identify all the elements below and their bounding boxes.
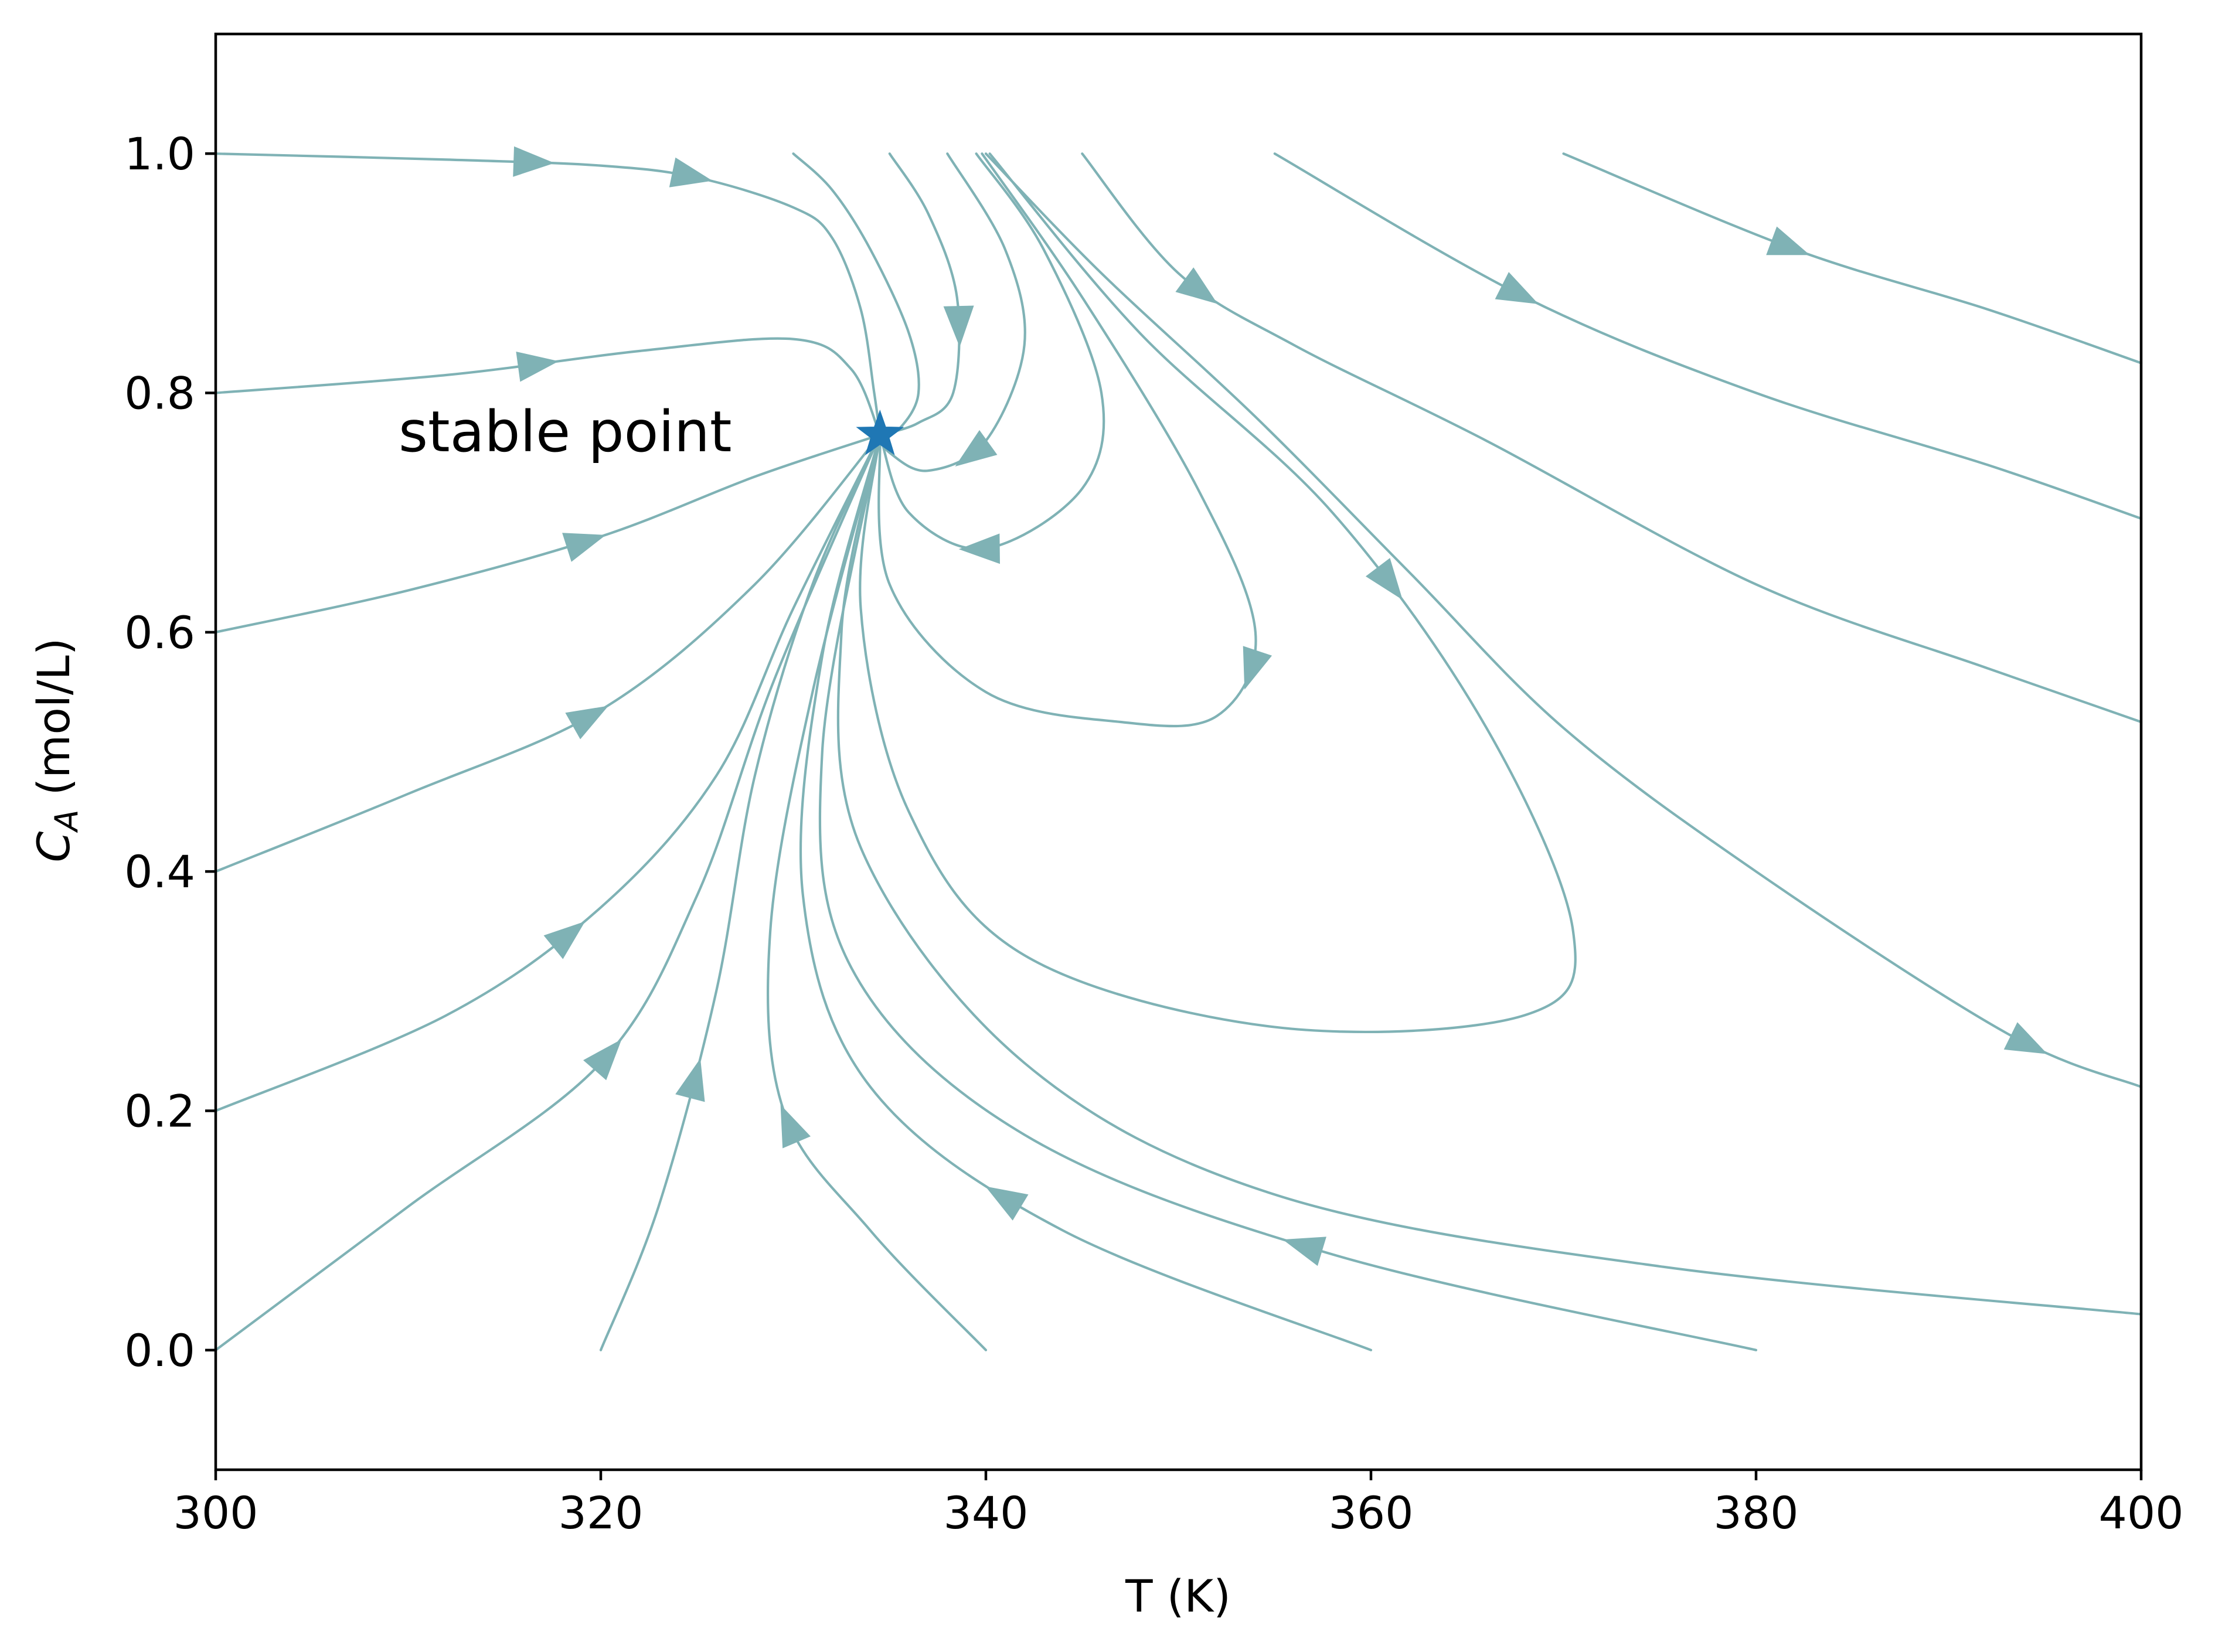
trajectory-arrow <box>675 1058 705 1102</box>
trajectory-line <box>1273 152 2143 520</box>
trajectory-line <box>879 152 1026 472</box>
trajectory-arrow <box>543 921 586 959</box>
x-tick-label: 340 <box>943 1487 1028 1539</box>
trajectory-arrow <box>1243 646 1272 690</box>
y-tick-label: 0.8 <box>124 367 195 420</box>
stable-point-star-icon <box>856 409 904 455</box>
trajectory-arrow <box>1365 558 1403 600</box>
y-tick-label: 0.6 <box>124 607 195 659</box>
x-tick-label: 320 <box>558 1487 643 1539</box>
y-tick-label: 1.0 <box>124 128 195 180</box>
trajectory-line <box>836 433 2143 1316</box>
x-tick-label: 360 <box>1328 1487 1413 1539</box>
trajectory-arrow <box>1495 272 1539 304</box>
y-axis-label-subscript: A <box>48 810 85 833</box>
trajectory-arrow <box>780 1104 811 1149</box>
trajectory-arrow <box>1282 1237 1326 1266</box>
trajectory-arrow <box>985 1186 1029 1221</box>
trajectory-line <box>879 152 1105 550</box>
y-axis-label-unit: (mol/L) <box>28 638 80 809</box>
trajectory-arrow <box>565 706 609 740</box>
trajectory-arrow <box>583 1039 622 1081</box>
x-tick-label: 400 <box>2098 1487 2183 1539</box>
trajectory-line <box>818 433 1758 1351</box>
trajectory-line <box>599 433 882 1351</box>
trajectory-line <box>792 152 920 437</box>
trajectory-line <box>859 152 1577 1034</box>
stable-point-annotation: stable point <box>399 399 732 465</box>
trajectory-line <box>1562 152 2143 365</box>
y-tick-label: 0.2 <box>124 1085 195 1137</box>
trajectory-arrow <box>955 430 998 466</box>
x-tick-label: 300 <box>173 1487 258 1539</box>
trajectory-line <box>877 152 1257 728</box>
trajectory-line <box>984 152 2143 1088</box>
y-axis: 0.0 0.2 0.4 0.6 0.8 1.0 <box>124 128 216 1377</box>
x-axis: 300 320 340 360 380 400 <box>173 1470 2184 1539</box>
trajectory-arrow <box>516 351 559 382</box>
trajectory-arrow <box>943 305 974 348</box>
trajectory-layer <box>214 146 2143 1351</box>
y-axis-label: CA (mol/L) <box>28 638 85 862</box>
trajectory-arrow <box>1766 226 1810 256</box>
trajectory-line <box>214 152 882 437</box>
trajectory-arrow <box>1175 267 1218 304</box>
plot-frame <box>214 32 2143 1472</box>
x-axis-label: T (K) <box>1125 1570 1231 1622</box>
trajectory-arrow <box>513 146 555 177</box>
trajectory-arrow <box>958 533 1000 564</box>
y-tick-label: 0.4 <box>124 846 195 898</box>
x-tick-label: 380 <box>1713 1487 1798 1539</box>
y-axis-label-symbol: C <box>28 831 80 862</box>
trajectory-line <box>214 433 882 1112</box>
marker-layer <box>856 409 904 455</box>
trajectory-line <box>214 433 882 1351</box>
trajectory-arrow <box>669 157 713 188</box>
y-tick-label: 0.0 <box>124 1324 195 1377</box>
trajectory-line <box>214 337 882 437</box>
trajectory-arrow <box>562 533 606 562</box>
trajectory-arrow <box>2003 1022 2048 1054</box>
trajectory-line <box>799 433 1373 1351</box>
